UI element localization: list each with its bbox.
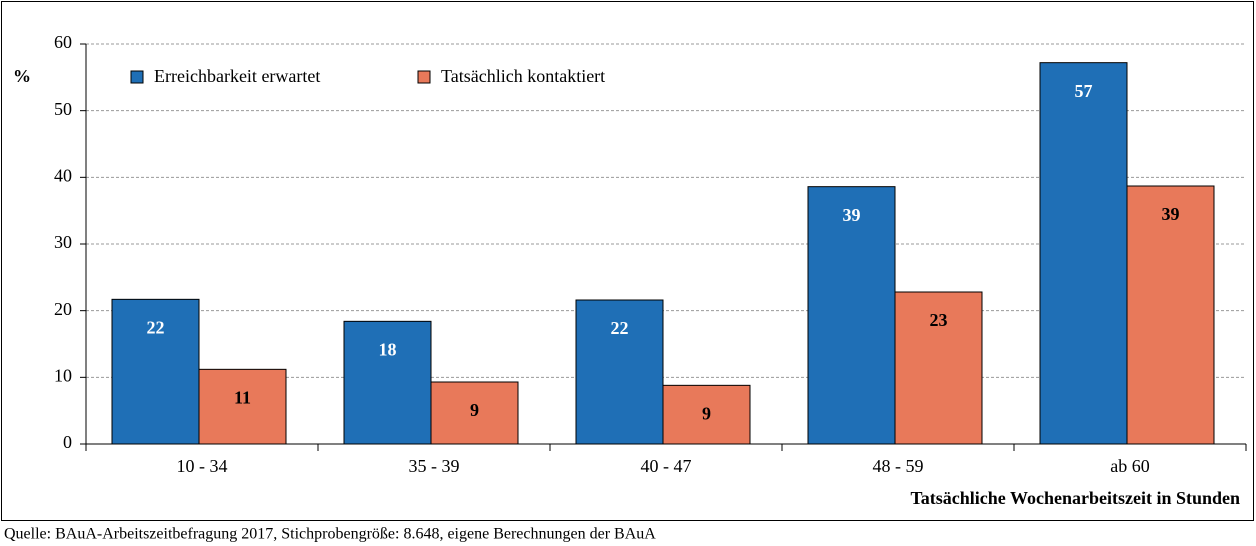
bar (198, 368, 287, 445)
value-label: 22 (147, 317, 165, 337)
x-tick-label: 40 - 47 (641, 456, 692, 476)
bar (575, 299, 664, 445)
value-label: 11 (234, 387, 251, 407)
y-tick-label: 10 (54, 365, 72, 385)
bar (111, 298, 200, 445)
x-tick-label: ab 60 (1110, 456, 1150, 476)
value-label: 18 (379, 339, 397, 359)
bar (1039, 62, 1128, 445)
y-tick-label: 60 (54, 32, 72, 52)
bar (894, 291, 983, 445)
value-label: 57 (1075, 81, 1093, 101)
bar (1126, 185, 1215, 445)
x-axis-label: Tatsächliche Wochenarbeitszeit in Stunde… (910, 488, 1240, 508)
value-label: 9 (702, 403, 711, 423)
chart-frame (1, 1, 1254, 521)
y-tick-label: 20 (54, 299, 72, 319)
value-label: 9 (470, 400, 479, 420)
legend-swatch (130, 70, 144, 84)
bar (430, 381, 519, 445)
value-label: 39 (1162, 204, 1180, 224)
y-axis-label: % (13, 66, 31, 86)
y-tick-label: 0 (63, 432, 72, 452)
y-tick-label: 50 (54, 99, 72, 119)
bar (343, 320, 432, 445)
value-label: 39 (843, 205, 861, 225)
y-tick-label: 40 (54, 165, 72, 185)
value-label: 22 (611, 318, 629, 338)
x-tick-label: 10 - 34 (177, 456, 228, 476)
legend-label: Tatsächlich kontaktiert (441, 66, 605, 86)
x-tick-label: 35 - 39 (409, 456, 460, 476)
value-label: 23 (930, 310, 948, 330)
legend-swatch (417, 70, 431, 84)
bar (807, 186, 896, 445)
source-note: Quelle: BAuA-Arbeitszeitbefragung 2017, … (4, 526, 656, 543)
legend-label: Erreichbarkeit erwartet (154, 66, 320, 86)
x-tick-label: 48 - 59 (873, 456, 924, 476)
bar (662, 384, 751, 445)
y-tick-label: 30 (54, 232, 72, 252)
